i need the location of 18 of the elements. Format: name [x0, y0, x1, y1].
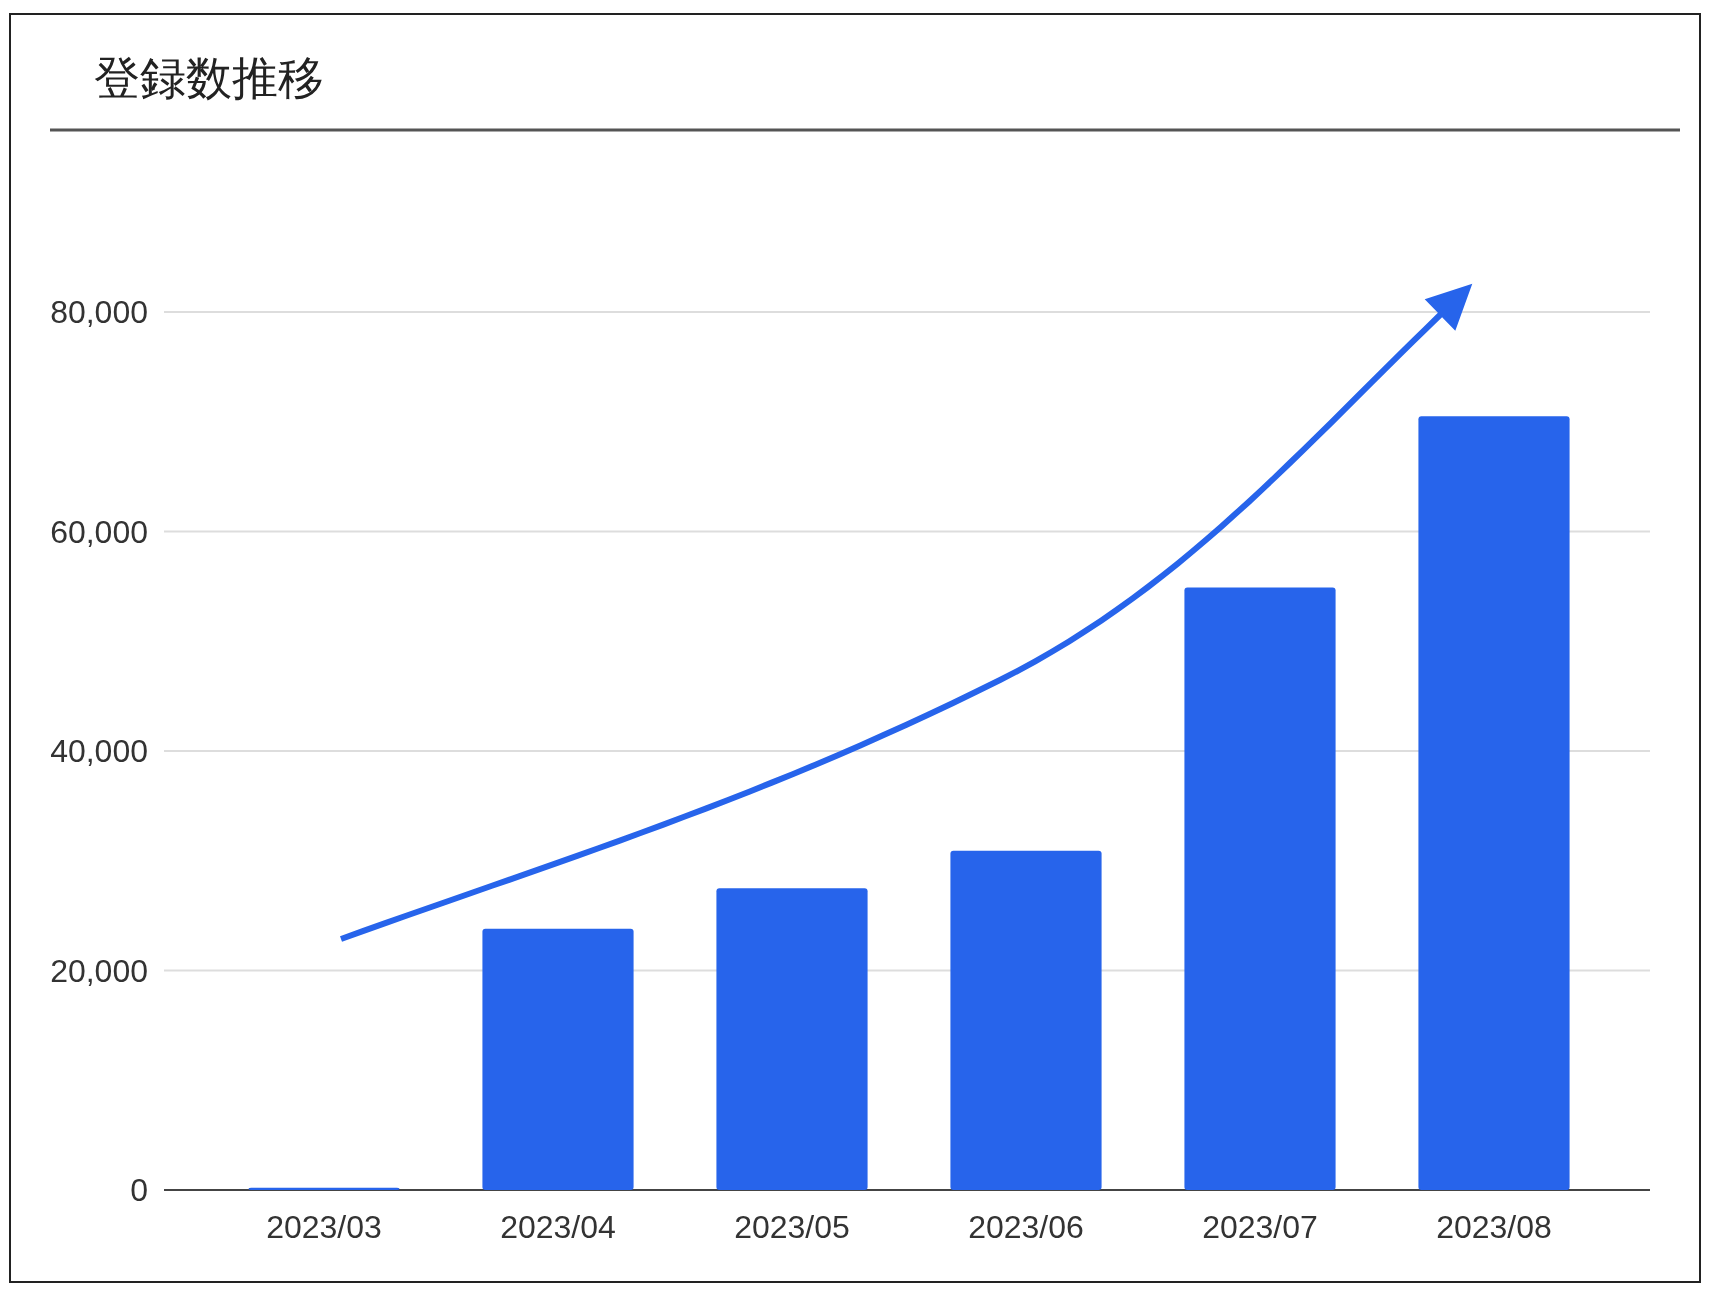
x-tick-label: 2023/03	[266, 1209, 382, 1245]
bar	[716, 888, 868, 1190]
y-tick-label: 80,000	[50, 294, 148, 330]
x-tick-label: 2023/08	[1436, 1209, 1552, 1245]
x-tick-label: 2023/06	[968, 1209, 1084, 1245]
y-tick-label: 20,000	[50, 952, 148, 989]
x-tick-label: 2023/05	[734, 1209, 850, 1245]
y-tick-label: 60,000	[50, 513, 148, 550]
bar	[482, 928, 634, 1190]
bar	[1184, 587, 1336, 1190]
bar	[248, 1187, 400, 1190]
chart-title: 登録数推移	[94, 52, 324, 104]
bar	[1418, 416, 1570, 1190]
x-tick-label: 2023/07	[1202, 1209, 1318, 1245]
bar	[950, 850, 1102, 1190]
y-tick-label: 0	[130, 1172, 148, 1208]
x-tick-label: 2023/04	[500, 1209, 616, 1245]
y-tick-label: 40,000	[50, 733, 148, 769]
